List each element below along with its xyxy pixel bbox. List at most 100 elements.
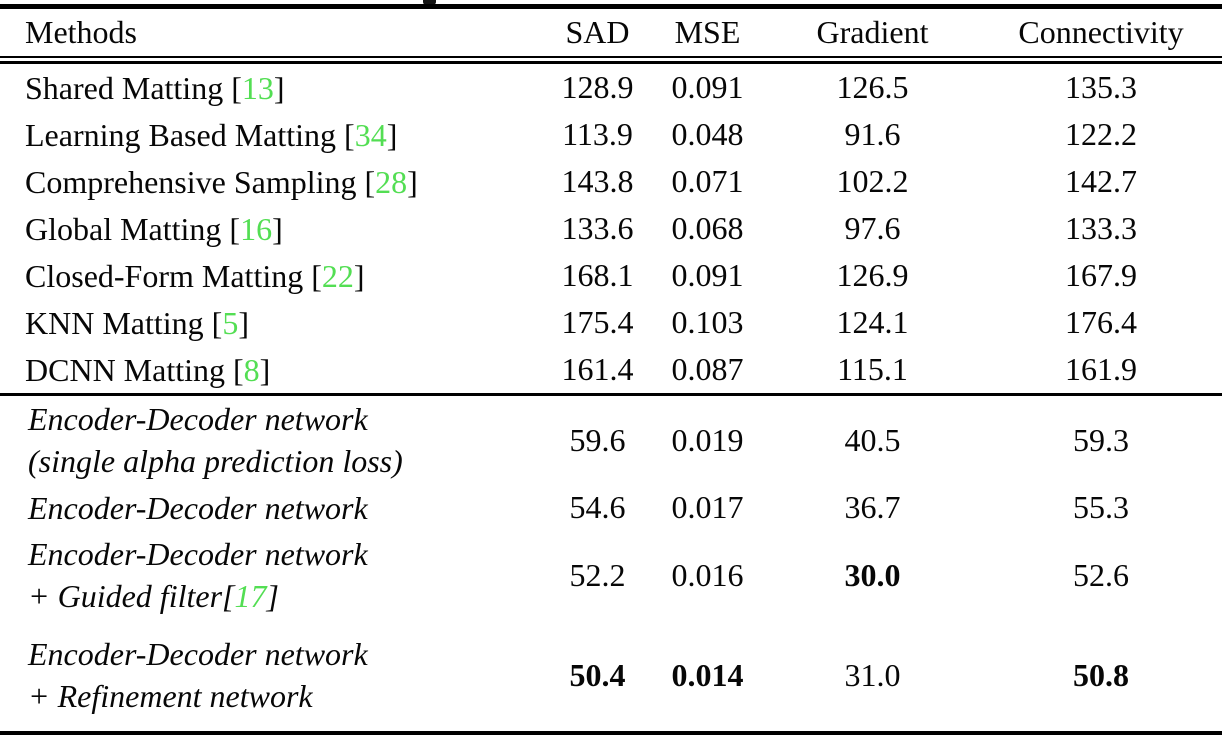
method-text: ] bbox=[266, 578, 279, 614]
method-text: Comprehensive Sampling [ bbox=[25, 163, 376, 200]
value-cell: 142.7 bbox=[1065, 163, 1137, 199]
citation-ref[interactable]: 17 bbox=[234, 578, 267, 614]
value-cell: 0.103 bbox=[671, 304, 744, 340]
value-cell: 91.6 bbox=[844, 116, 901, 152]
method-text: Shared Matting [ bbox=[25, 69, 242, 106]
value-cell: 102.2 bbox=[836, 163, 909, 199]
method-text: ] bbox=[272, 210, 283, 247]
method-text: ] bbox=[386, 116, 398, 153]
citation-ref[interactable]: 16 bbox=[240, 210, 273, 247]
value-cell: 0.091 bbox=[671, 69, 744, 105]
method-text: + Guided filter[ bbox=[28, 578, 235, 614]
table-row: Closed-Form Matting [22] 168.1 0.091 126.9 1… bbox=[0, 252, 1222, 299]
method-line: Learning Based Matting [34] bbox=[25, 114, 545, 156]
method-line: Encoder-Decoder network bbox=[28, 487, 545, 529]
method-text: Encoder-Decoder network bbox=[28, 536, 368, 572]
column-header-mse: MSE bbox=[674, 14, 741, 50]
header-row: Methods SAD MSE Gradient Connectivity bbox=[0, 9, 1222, 56]
method-cell: Learning Based Matting [34] bbox=[0, 111, 545, 158]
value-cell: 128.9 bbox=[561, 69, 634, 105]
results-table-wrap: Methods SAD MSE Gradient Connectivity Sh… bbox=[0, 4, 1222, 735]
method-text: Encoder-Decoder network bbox=[28, 401, 368, 437]
method-text: + Refinement network bbox=[28, 678, 313, 714]
value-cell: 176.4 bbox=[1065, 304, 1137, 340]
table-top-rule bbox=[0, 4, 1222, 9]
method-cell: Closed-Form Matting [22] bbox=[0, 252, 545, 299]
value-cell: 0.017 bbox=[671, 489, 744, 525]
column-header-connectivity: Connectivity bbox=[1018, 14, 1184, 50]
value-cell: 50.8 bbox=[1073, 656, 1129, 693]
method-cell: Comprehensive Sampling [28] bbox=[0, 158, 545, 205]
method-cell: Shared Matting [13] bbox=[0, 64, 545, 111]
table-row: Encoder-Decoder network 54.6 0.017 36.7 55.3 bbox=[0, 484, 1222, 531]
method-text: ] bbox=[238, 304, 249, 341]
method-cell: Encoder-Decoder network bbox=[0, 484, 545, 531]
value-cell: 36.7 bbox=[844, 489, 901, 525]
citation-ref[interactable]: 13 bbox=[241, 69, 274, 106]
method-text: ] bbox=[273, 69, 285, 106]
value-cell: 0.068 bbox=[671, 210, 744, 246]
method-text: Encoder-Decoder network bbox=[28, 489, 368, 526]
value-cell: 55.3 bbox=[1073, 489, 1129, 525]
method-line: + Guided filter[17] bbox=[28, 575, 545, 617]
table-row: Learning Based Matting [34] 113.9 0.048 91.… bbox=[0, 111, 1222, 158]
citation-ref[interactable]: 8 bbox=[243, 351, 260, 388]
value-cell: 0.048 bbox=[671, 116, 744, 152]
value-cell: 0.016 bbox=[671, 556, 744, 593]
method-line: (single alpha prediction loss) bbox=[28, 440, 545, 482]
method-text: KNN Matting [ bbox=[25, 304, 223, 341]
citation-ref[interactable]: 22 bbox=[321, 257, 354, 294]
column-header-methods: Methods bbox=[25, 14, 137, 50]
method-line: DCNN Matting [8] bbox=[25, 349, 545, 391]
method-text: Global Matting [ bbox=[25, 210, 241, 247]
method-cell: DCNN Matting [8] bbox=[0, 346, 545, 393]
value-cell: 161.4 bbox=[561, 351, 634, 387]
value-cell: 54.6 bbox=[569, 489, 626, 525]
method-cell: Global Matting [16] bbox=[0, 205, 545, 252]
value-cell: 175.4 bbox=[561, 304, 634, 340]
column-header-sad: SAD bbox=[565, 14, 630, 50]
value-cell: 126.9 bbox=[836, 257, 909, 293]
header-rule-row bbox=[0, 56, 1222, 64]
citation-ref[interactable]: 28 bbox=[375, 163, 408, 200]
table-row: Encoder-Decoder network + Refinement netw… bbox=[0, 619, 1222, 731]
method-line: Encoder-Decoder network bbox=[28, 533, 545, 575]
method-line: Encoder-Decoder network bbox=[28, 633, 545, 675]
value-cell: 167.9 bbox=[1065, 257, 1137, 293]
value-cell: 40.5 bbox=[844, 421, 901, 458]
method-line: Comprehensive Sampling [28] bbox=[25, 161, 545, 203]
value-cell: 50.4 bbox=[569, 656, 626, 693]
value-cell: 0.019 bbox=[671, 421, 744, 458]
value-cell: 0.091 bbox=[671, 257, 744, 293]
method-line: KNN Matting [5] bbox=[25, 302, 545, 344]
method-cell: Encoder-Decoder network + Guided filter[1… bbox=[0, 531, 545, 619]
value-cell: 115.1 bbox=[837, 351, 908, 387]
value-cell: 59.3 bbox=[1073, 421, 1129, 458]
value-cell: 133.6 bbox=[561, 210, 634, 246]
value-cell: 52.2 bbox=[569, 556, 626, 593]
table-row: DCNN Matting [8] 161.4 0.087 115.1 161.9 bbox=[0, 346, 1222, 393]
table-row: KNN Matting [5] 175.4 0.103 124.1 176.4 bbox=[0, 299, 1222, 346]
value-cell: 161.9 bbox=[1065, 351, 1137, 387]
citation-ref[interactable]: 5 bbox=[222, 304, 239, 341]
method-text: ] bbox=[407, 163, 418, 200]
value-cell: 124.1 bbox=[836, 304, 909, 340]
value-cell: 30.0 bbox=[844, 556, 901, 593]
value-cell: 0.087 bbox=[671, 351, 744, 387]
method-line: Shared Matting [13] bbox=[25, 67, 545, 109]
value-cell: 126.5 bbox=[836, 69, 909, 105]
section-rule bbox=[0, 393, 1222, 396]
method-line: Global Matting [16] bbox=[25, 208, 545, 250]
citation-ref[interactable]: 34 bbox=[354, 116, 387, 153]
method-cell: Encoder-Decoder network + Refinement netw… bbox=[0, 619, 545, 731]
value-cell: 31.0 bbox=[844, 656, 901, 693]
value-cell: 59.6 bbox=[569, 421, 626, 458]
results-table-body: Shared Matting [13] 128.9 0.091 126.5 135.3 L… bbox=[0, 64, 1222, 731]
method-text: ] bbox=[353, 257, 365, 294]
value-cell: 0.071 bbox=[671, 163, 744, 199]
results-table: Methods SAD MSE Gradient Connectivity Sh… bbox=[0, 9, 1222, 731]
value-cell: 133.3 bbox=[1065, 210, 1137, 246]
method-text: Learning Based Matting [ bbox=[25, 116, 355, 153]
table-row: Comprehensive Sampling [28] 143.8 0.071 102… bbox=[0, 158, 1222, 205]
